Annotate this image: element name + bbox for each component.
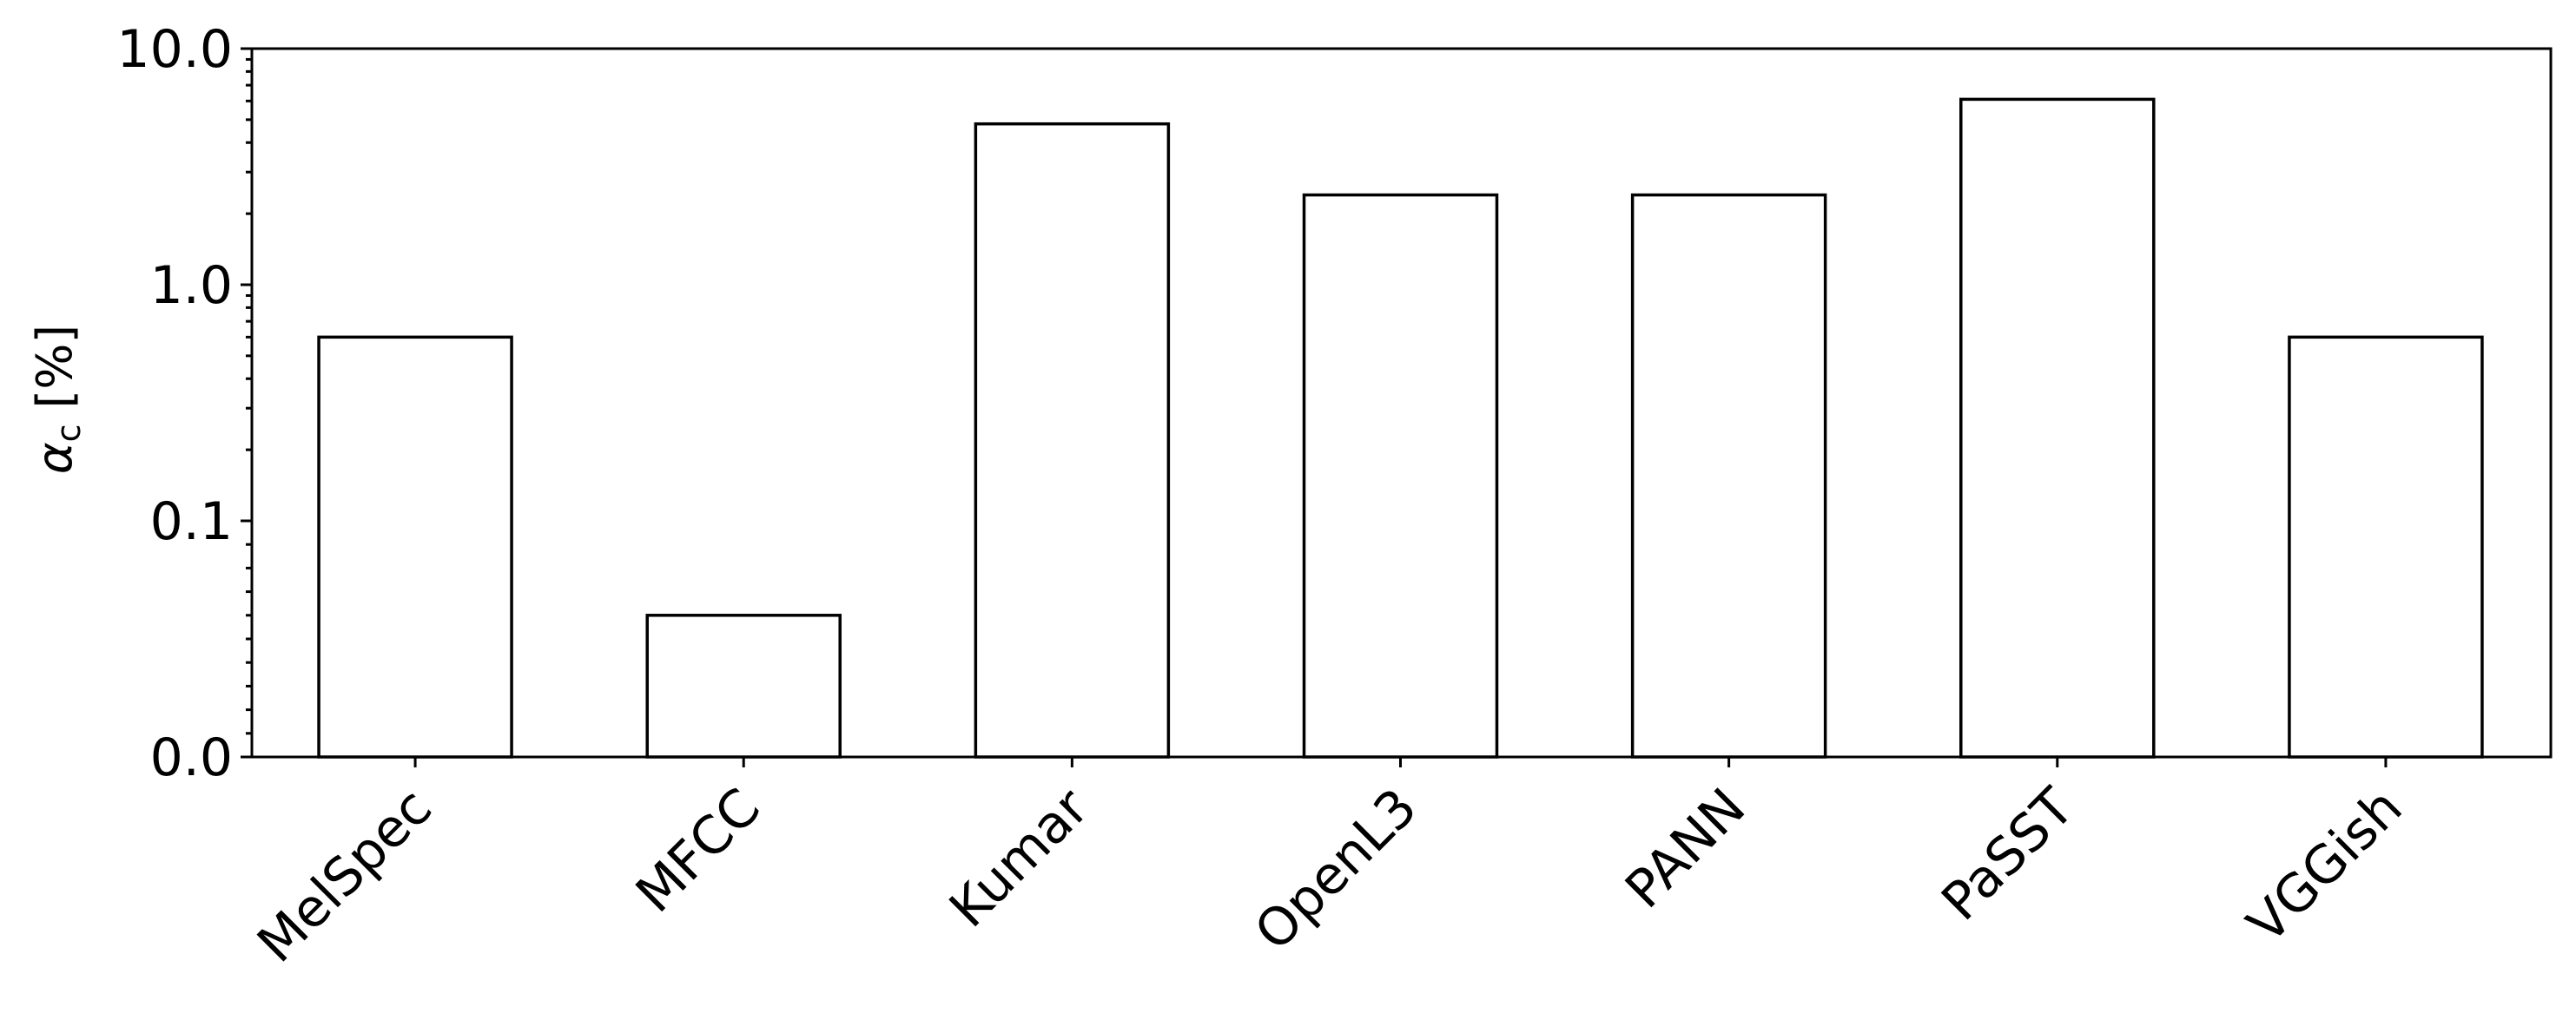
y-axis-label: αc [%] bbox=[27, 325, 88, 475]
x-tick-label: OpenL3 bbox=[1244, 777, 1429, 962]
x-axis-ticks: MelSpec MFCC Kumar OpenL3 PANN PaSST VGGish bbox=[246, 757, 2414, 974]
bars-group bbox=[317, 97, 2484, 759]
bar-melspec bbox=[317, 335, 513, 759]
x-tick-label: PaSST bbox=[1930, 777, 2085, 932]
x-tick-label: MelSpec bbox=[246, 777, 443, 974]
x-tick-label: Kumar bbox=[938, 777, 1100, 939]
y-tick-label: 0.0 bbox=[150, 727, 233, 788]
x-tick-label: VGGish bbox=[2236, 777, 2414, 955]
y-axis-label-symbol: α bbox=[27, 442, 83, 474]
y-axis-label-subscript: c bbox=[50, 424, 88, 442]
y-axis-label-unit: [%] bbox=[27, 325, 83, 409]
bar-mfcc bbox=[645, 614, 842, 759]
bar-openl3 bbox=[1302, 193, 1499, 759]
y-tick-label: 10.0 bbox=[116, 19, 233, 80]
bar-vggish bbox=[2288, 335, 2484, 759]
y-tick-label: 1.0 bbox=[150, 255, 233, 316]
y-axis-ticks: 0.0 0.1 1.0 10.0 bbox=[116, 19, 252, 788]
bar-kumar bbox=[974, 122, 1171, 759]
bar-passt bbox=[1959, 97, 2156, 759]
y-tick-label: 0.1 bbox=[150, 491, 233, 552]
plot-frame bbox=[250, 47, 2553, 759]
x-tick-label: PANN bbox=[1614, 777, 1757, 920]
bar-pann bbox=[1630, 193, 1827, 759]
x-tick-label: MFCC bbox=[624, 777, 772, 925]
